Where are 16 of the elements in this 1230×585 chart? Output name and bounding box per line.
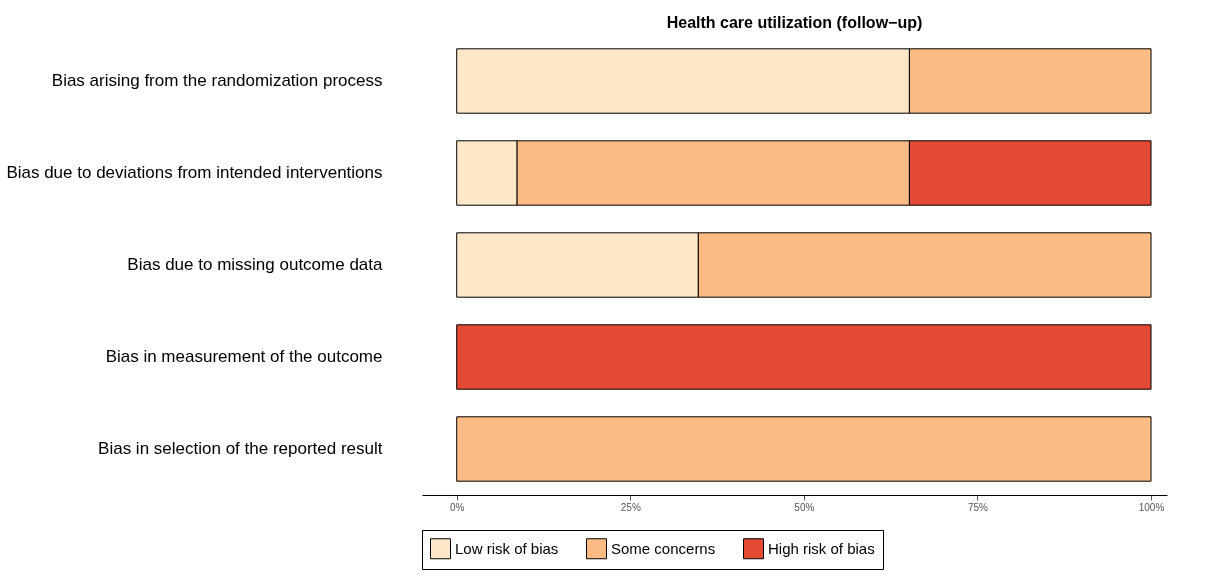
x-tick-label: 0%: [449, 501, 465, 513]
y-tick-label: Bias arising from the randomization process: [51, 71, 383, 90]
x-tick-label: 25%: [620, 501, 641, 513]
x-tick-label: 100%: [1138, 501, 1165, 513]
legend-label: High risk of bias: [768, 539, 875, 557]
legend-label: Low risk of bias: [455, 539, 559, 557]
x-tick-label: 75%: [967, 501, 989, 513]
x-tick-label: 50%: [794, 501, 815, 513]
y-tick-label: Bias in measurement of the outcome: [105, 347, 383, 366]
bar: [456, 416, 1152, 482]
y-tick-label: Bias due to deviations from intended interventions: [6, 163, 383, 182]
chart-title: Health care utilization (follow−up): [666, 14, 923, 31]
y-tick-label: Bias due to missing outcome data: [127, 255, 384, 274]
legend-label: Some concerns: [611, 539, 716, 557]
y-tick-label: Bias in selection of the reported result: [98, 439, 383, 458]
bar: [456, 324, 1152, 390]
